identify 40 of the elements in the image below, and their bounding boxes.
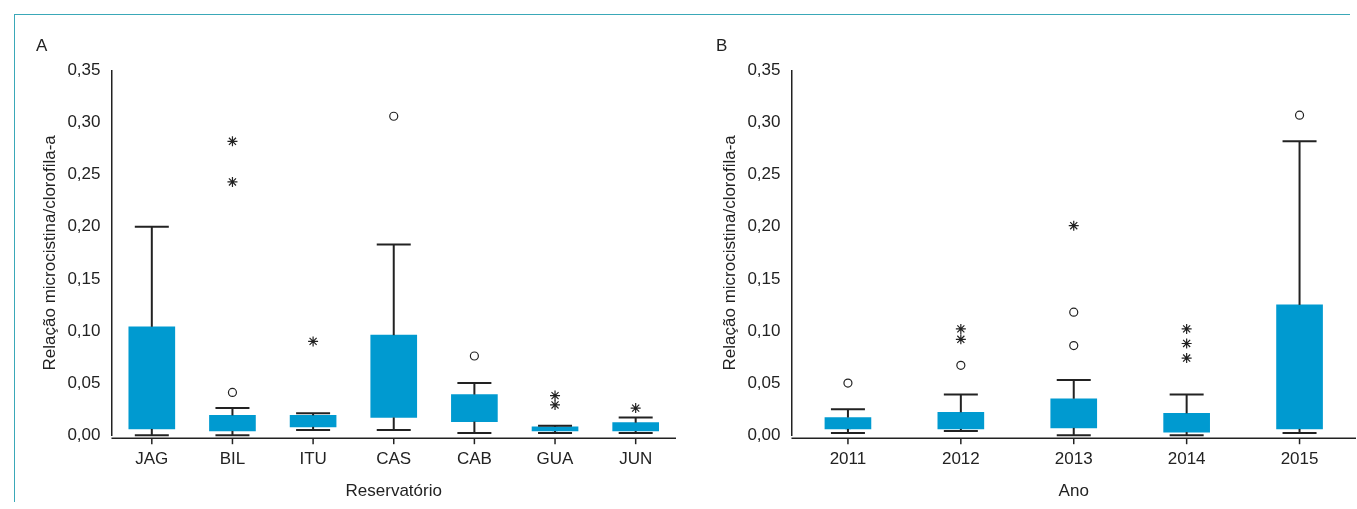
y-tick-label: 0,10	[67, 320, 101, 340]
y-tick-label: 0,30	[67, 112, 101, 132]
y-tick-label: 0,15	[747, 268, 781, 288]
x-tick-label: CAS	[376, 449, 412, 469]
point	[1181, 352, 1193, 364]
x-tick-label: JAG	[135, 449, 169, 469]
y-tick-label: 0,00	[67, 424, 101, 444]
y-tick-label: 0,15	[67, 268, 101, 288]
y-tick-label: 0,05	[747, 372, 781, 392]
x-tick-label: GUA	[536, 449, 575, 469]
y-tick-label: 0,35	[747, 60, 781, 80]
x-tick-label: 2015	[1280, 449, 1319, 469]
chart-title: B	[716, 35, 728, 55]
point	[955, 333, 967, 345]
x-tick-label: JUN	[619, 449, 653, 469]
x-axis-title: Ano	[1058, 481, 1089, 501]
x-tick-label: ITU	[299, 449, 327, 469]
y-tick-label: 0,00	[747, 424, 781, 444]
x-tick-label: 2014	[1167, 449, 1206, 469]
x-tick-label: 2013	[1054, 449, 1093, 469]
point	[1181, 323, 1193, 335]
x-tick-label: 2011	[829, 449, 867, 469]
y-tick-label: 0,25	[747, 164, 781, 184]
y-axis-title: Relação microcistina/clorofila-a	[719, 134, 739, 371]
point	[955, 323, 967, 335]
point	[1068, 220, 1080, 232]
chart-title: A	[36, 35, 48, 55]
y-tick-label: 0,20	[67, 216, 101, 236]
y-tick-label: 0,25	[67, 164, 101, 184]
y-tick-label: 0,05	[67, 372, 101, 392]
y-tick-label: 0,35	[67, 60, 101, 80]
x-tick-label: BIL	[219, 449, 246, 469]
point	[1181, 337, 1193, 350]
y-tick-label: 0,10	[747, 320, 781, 340]
y-tick-label: 0,20	[747, 216, 781, 236]
y-tick-label: 0,30	[747, 112, 781, 132]
x-tick-label: 2012	[941, 449, 980, 469]
y-axis-title: Relação microcistina/clorofila-a	[39, 134, 59, 371]
x-axis-title: Reservatório	[345, 481, 442, 501]
x-tick-label: CAB	[456, 449, 492, 469]
